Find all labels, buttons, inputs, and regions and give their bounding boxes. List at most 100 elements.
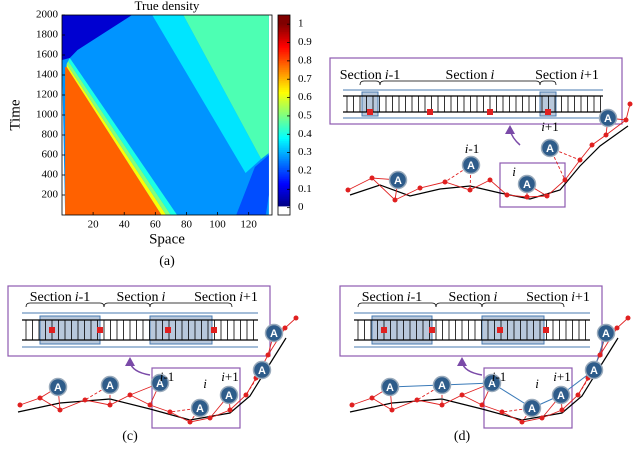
sensor: [381, 327, 387, 333]
colorbar-step: [278, 100, 290, 103]
node: [380, 377, 400, 397]
colorbar-step: [278, 42, 290, 45]
colorbar-tick-label: 0.8: [298, 54, 312, 66]
vertex: [487, 177, 493, 183]
colorbar-step: [278, 116, 290, 120]
node: [517, 174, 537, 194]
colorbar-step: [278, 202, 290, 205]
vertex: [227, 407, 233, 413]
colorbar-step: [278, 29, 290, 32]
colorbar-step: [278, 111, 290, 114]
x-tick-label: 80: [181, 219, 193, 231]
node-label: A: [523, 179, 531, 191]
vertex: [442, 179, 448, 185]
index-offset: +1: [575, 290, 590, 305]
colorbar-step: [278, 85, 290, 89]
y-tick-label: 1200: [36, 89, 59, 101]
section-word: Section: [449, 290, 491, 305]
colorbar-step: [278, 73, 290, 76]
colorbar-step: [278, 71, 290, 74]
colorbar-step: [278, 89, 290, 92]
index-offset: -1: [79, 290, 91, 305]
vertex: [392, 197, 398, 203]
colorbar-step: [278, 24, 290, 27]
bracket: [435, 302, 483, 308]
colorbar-step: [278, 96, 290, 100]
colorbar-step: [278, 75, 290, 78]
node-link: [469, 164, 472, 191]
colorbar-tick-label: 0.9: [298, 36, 312, 48]
vertex: [207, 415, 213, 421]
colorbar-step: [278, 80, 290, 83]
density-region: [152, 15, 262, 173]
colorbar-step: [278, 173, 290, 176]
bracket: [103, 302, 151, 308]
highlight: [361, 91, 379, 117]
y-tick-label: 2000: [36, 9, 59, 21]
colorbar-step: [278, 140, 290, 143]
colorbar-step: [278, 151, 290, 154]
sensor: [49, 327, 55, 333]
colorbar-step: [278, 120, 290, 123]
colorbar-tick-label: 0: [298, 201, 304, 213]
colorbar-step: [278, 49, 290, 52]
colorbar-step: [278, 113, 290, 116]
node-label: A: [394, 175, 402, 187]
vertex: [127, 392, 133, 398]
index-offset: -1: [468, 141, 479, 156]
index: i: [203, 376, 207, 391]
sensor: [211, 327, 217, 333]
node-label: A: [54, 382, 62, 394]
node-index: i-1: [465, 141, 479, 156]
sensor: [367, 109, 373, 115]
colorbar-step: [278, 187, 290, 191]
colorbar-step: [278, 35, 290, 38]
density-region: [66, 64, 167, 215]
colorbar-step: [278, 158, 290, 161]
colorbar-step: [278, 95, 290, 98]
index-offset: +1: [584, 68, 599, 83]
x-axis-label: Space: [149, 231, 185, 247]
vertex: [603, 132, 609, 138]
vertex: [627, 101, 633, 107]
arrow-head: [505, 125, 515, 134]
colorbar-step: [278, 171, 290, 174]
vertex: [524, 194, 530, 200]
vertex: [625, 315, 631, 321]
node-index: i-1: [492, 369, 506, 384]
vertex: [57, 407, 63, 413]
colorbar-step: [278, 104, 290, 107]
vertex: [147, 402, 153, 408]
vertex: [389, 407, 395, 413]
vertex: [37, 395, 43, 401]
vertex: [17, 402, 23, 408]
colorbar-step: [278, 47, 290, 51]
vertex: [504, 192, 510, 198]
colorbar-step: [278, 105, 290, 109]
node-label: A: [270, 328, 278, 340]
index: i: [553, 369, 557, 384]
colorbar-step: [278, 87, 290, 91]
index: i: [580, 68, 584, 83]
index-offset: -1: [495, 369, 506, 384]
vertex: [107, 402, 113, 408]
density-region: [66, 61, 171, 215]
node: [482, 373, 502, 393]
node-label: A: [604, 113, 612, 125]
vertex: [597, 352, 603, 358]
node-label: A: [156, 378, 164, 390]
colorbar-step: [278, 22, 290, 25]
node-label: A: [546, 143, 554, 155]
index-offset: -1: [389, 68, 401, 83]
node: [522, 398, 542, 418]
colorbar-step: [278, 185, 290, 189]
node-label: A: [557, 390, 565, 402]
section-box: [329, 57, 623, 125]
node-index: i-1: [160, 369, 174, 384]
y-tick-label: 200: [42, 189, 59, 201]
colorbar-step: [278, 76, 290, 80]
x-tick-label: 120: [240, 219, 257, 231]
colorbar-tick-label: 0.5: [298, 109, 312, 121]
vertex: [589, 142, 595, 148]
node-label: A: [602, 328, 610, 340]
